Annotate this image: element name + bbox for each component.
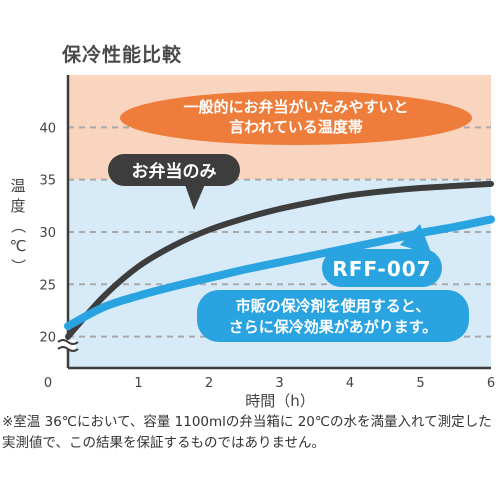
y-tick-label-25: 25 (39, 278, 56, 293)
axis-break-line-bottom (57, 346, 79, 352)
series-label-0: お弁当のみ (132, 161, 217, 182)
y-tick-label-40: 40 (39, 121, 56, 136)
x-tick-label-4: 4 (346, 376, 354, 391)
x-axis-label: 時間（h） (245, 392, 315, 410)
axis-break-line-top (57, 339, 79, 345)
x-tick-label-2: 2 (205, 376, 213, 391)
series-label-1: RFF-007 (332, 257, 431, 281)
x-tick-label-1: 1 (134, 376, 142, 391)
band-callout-line-1: 言われている温度帯 (229, 118, 363, 136)
band-callout-line-0: 一般的にお弁当がいたみやすいと (183, 98, 408, 116)
axis-break-mark (57, 339, 79, 352)
y-axis-label-char: 度 (10, 197, 25, 215)
y-tick-label-35: 35 (39, 174, 56, 189)
y-tick-label-30: 30 (39, 226, 56, 241)
axis-break-gap (60, 340, 76, 349)
series-label-bubble-0 (108, 154, 240, 186)
series-label-pointer-0 (184, 182, 206, 210)
chart-title: 保冷性能比較 (62, 44, 183, 66)
annotation-line-0: 市販の保冷剤を使用すると、 (236, 297, 430, 315)
band-callout-bubble (120, 91, 472, 145)
x-tick-label-5: 5 (416, 376, 424, 391)
x-tick-label-6: 6 (487, 376, 495, 391)
y-axis-label-char: 温 (10, 177, 25, 195)
annotation-box (197, 290, 469, 342)
x-tick-label-0: 0 (44, 376, 52, 391)
series-label-pointer-1 (400, 224, 432, 255)
y-tick-label-20: 20 (39, 331, 56, 346)
series-label-bubble-1 (322, 249, 442, 287)
x-tick-label-3: 3 (275, 376, 283, 391)
y-axis-label-char: ） (9, 258, 27, 273)
footnote: ※室温 36℃において、容量 1100mlの弁当箱に 20℃の水を満量入れて測定… (2, 414, 492, 451)
annotation-line-1: さらに保冷効果があがります。 (229, 318, 438, 336)
y-axis-label-char: （ (9, 218, 27, 233)
series-line-0 (65, 180, 494, 340)
y-axis-label-char: ℃ (10, 237, 27, 255)
